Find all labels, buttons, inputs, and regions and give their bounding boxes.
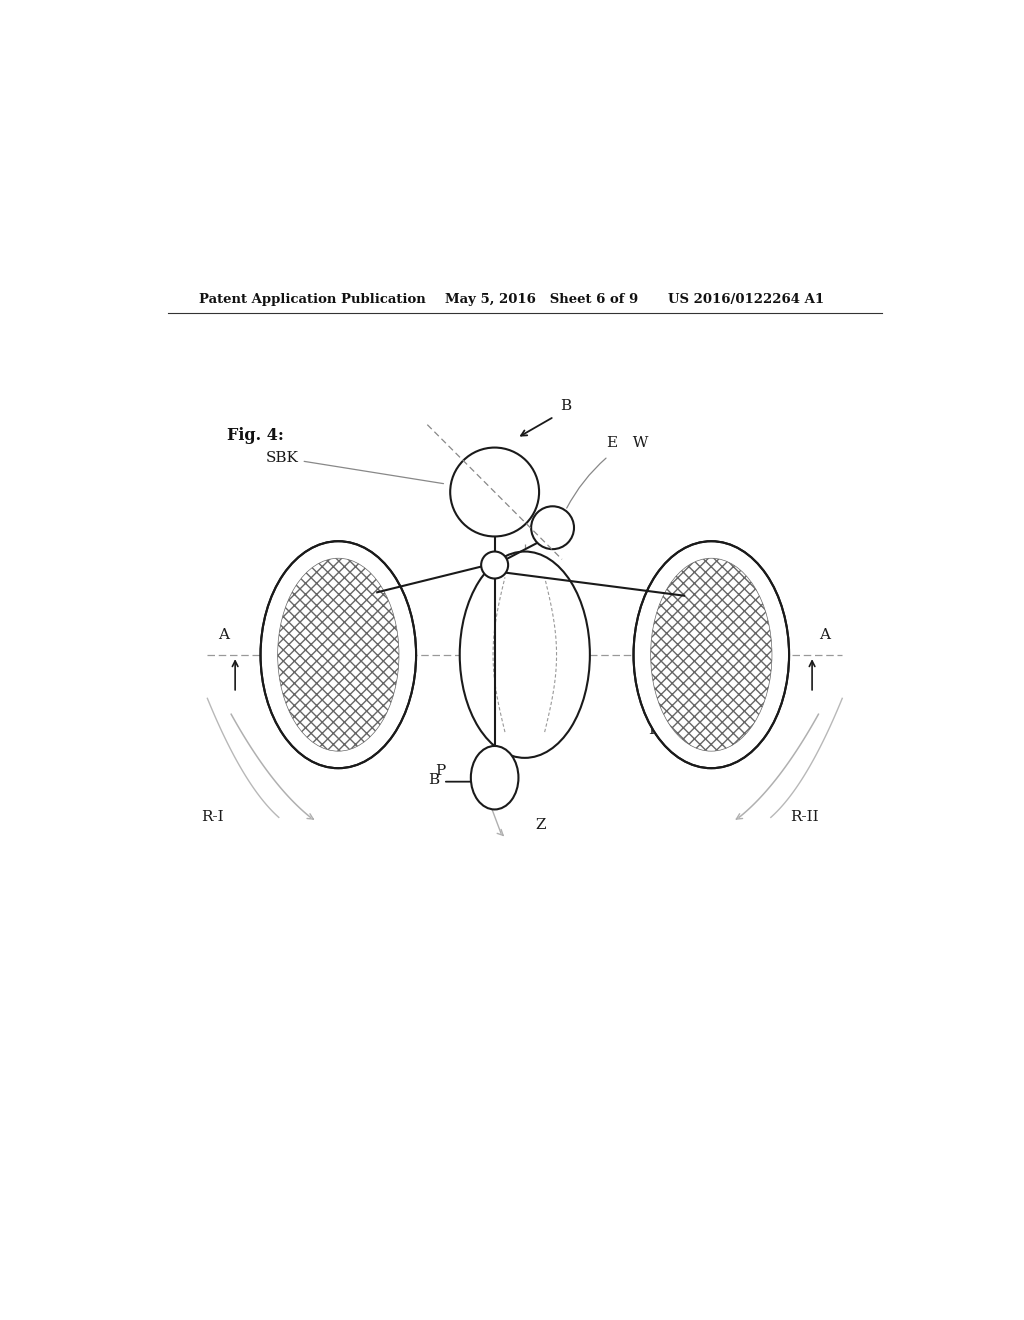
Text: B: B: [560, 399, 570, 413]
Circle shape: [531, 507, 574, 549]
Text: KR: KR: [287, 723, 310, 737]
Text: B: B: [428, 774, 439, 787]
Text: A: A: [819, 628, 830, 642]
Text: KR: KR: [648, 723, 671, 737]
Circle shape: [451, 447, 539, 536]
Text: May 5, 2016   Sheet 6 of 9: May 5, 2016 Sheet 6 of 9: [445, 293, 639, 306]
Text: Patent Application Publication: Patent Application Publication: [200, 293, 426, 306]
Text: R-I: R-I: [201, 810, 223, 825]
Circle shape: [481, 552, 508, 578]
Text: Z: Z: [536, 818, 546, 833]
Text: A: A: [218, 628, 228, 642]
Ellipse shape: [460, 552, 590, 758]
Text: P: P: [435, 764, 445, 779]
Ellipse shape: [260, 541, 416, 768]
Text: US 2016/0122264 A1: US 2016/0122264 A1: [668, 293, 823, 306]
Text: SBK: SBK: [266, 451, 443, 483]
Text: E   W: E W: [606, 436, 648, 450]
Ellipse shape: [471, 746, 518, 809]
Text: R-II: R-II: [791, 810, 819, 825]
Ellipse shape: [634, 541, 790, 768]
Text: Fig. 4:: Fig. 4:: [227, 428, 284, 445]
